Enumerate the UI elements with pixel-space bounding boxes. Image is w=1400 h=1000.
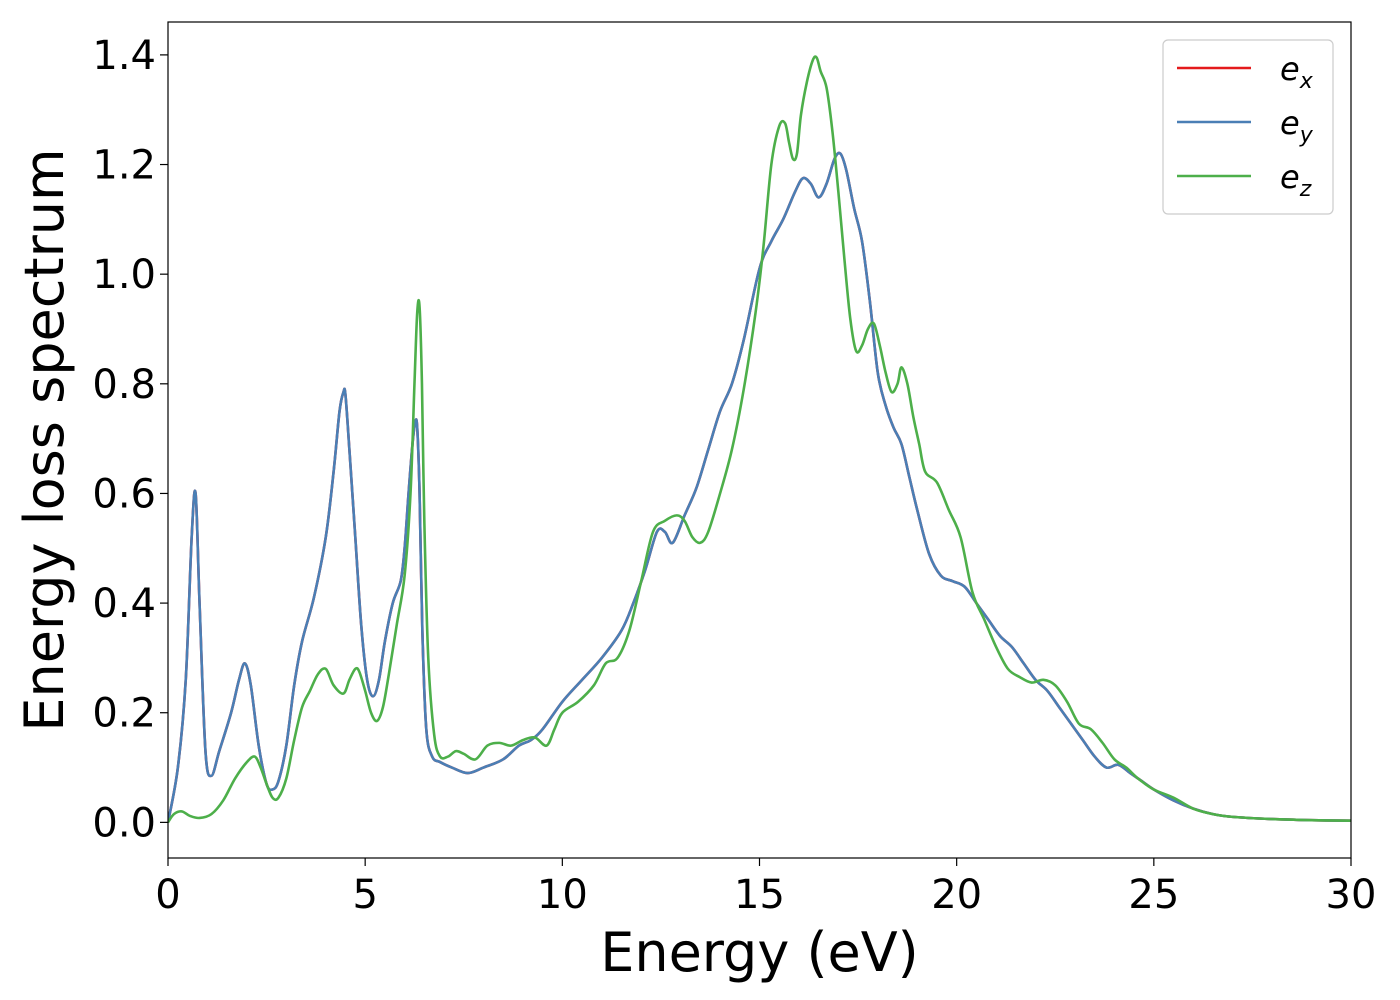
- x-tick-label: 20: [931, 872, 982, 918]
- y-tick-label: 1.2: [92, 143, 156, 189]
- x-tick-label: 5: [352, 872, 377, 918]
- y-tick-label: 1.0: [92, 252, 156, 298]
- y-tick-label: 1.4: [92, 33, 156, 79]
- y-axis: 0.0 0.2 0.4 0.6 0.8 1.0 1.2 1.4: [92, 33, 168, 846]
- y-tick-label: 0.6: [92, 471, 156, 517]
- x-tick-label: 30: [1326, 872, 1377, 918]
- legend: ex ey ez: [1162, 39, 1334, 215]
- series-line-x: [168, 151, 1351, 823]
- y-tick-label: 0.2: [92, 691, 156, 737]
- x-tick-label: 0: [155, 872, 180, 918]
- legend-label-y: ey: [1280, 104, 1314, 148]
- x-tick-label: 25: [1128, 872, 1179, 918]
- y-axis-label: Energy loss spectrum: [13, 148, 76, 731]
- x-axis-label: Energy (eV): [600, 921, 919, 984]
- x-tick-label: 15: [734, 872, 785, 918]
- y-tick-label: 0.0: [92, 800, 156, 846]
- series-line-z: [168, 55, 1351, 824]
- legend-label-z: ez: [1280, 158, 1312, 202]
- series-line-y: [168, 151, 1351, 823]
- y-tick-label: 0.8: [92, 362, 156, 408]
- y-tick-label: 0.4: [92, 581, 156, 627]
- legend-label-x: ex: [1280, 50, 1314, 94]
- x-tick-label: 10: [537, 872, 588, 918]
- legend-box: [1162, 39, 1334, 215]
- x-axis: 0 5 10 15 20 25 30: [155, 858, 1376, 918]
- series-layer: [168, 55, 1351, 824]
